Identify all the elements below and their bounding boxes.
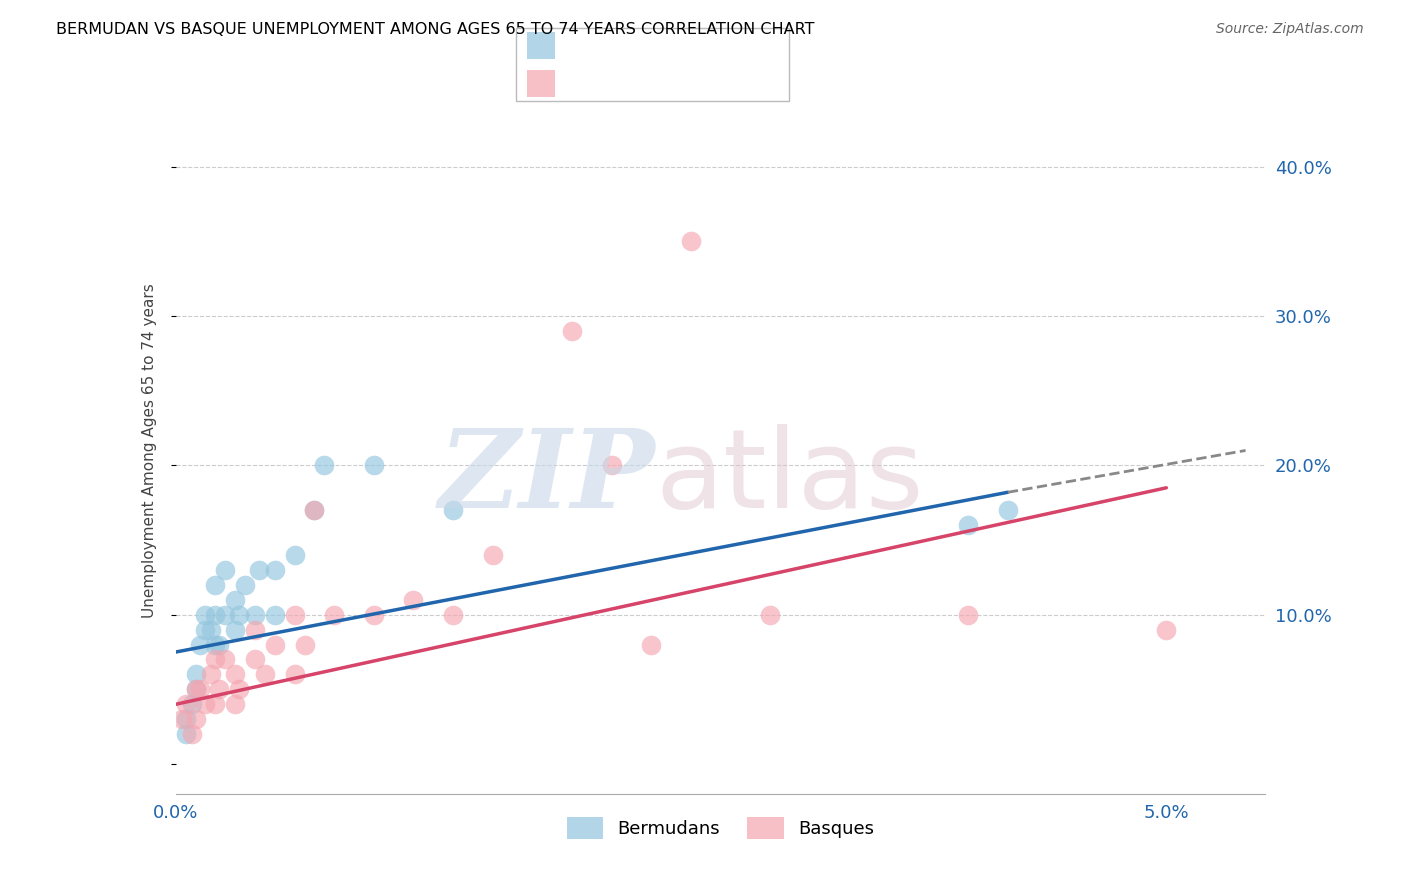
Point (204, 698, 226, 712)
Point (188, 638, 211, 652)
Text: atlas: atlas (655, 425, 924, 532)
Point (402, 592, 425, 607)
Point (214, 563, 236, 577)
Point (759, 607, 782, 622)
Point (561, 324, 583, 338)
FancyBboxPatch shape (516, 29, 789, 101)
Text: R =: R = (569, 36, 612, 54)
FancyBboxPatch shape (527, 70, 555, 96)
Point (363, 458, 385, 473)
Point (243, 623, 266, 637)
Point (224, 592, 246, 607)
Point (243, 652, 266, 666)
Point (294, 638, 316, 652)
Point (174, 727, 197, 741)
Point (323, 607, 346, 622)
Point (600, 458, 623, 473)
Point (957, 518, 980, 533)
Point (314, 458, 336, 473)
Point (441, 607, 464, 622)
Text: N =: N = (688, 73, 731, 93)
Point (441, 503, 464, 517)
Point (194, 607, 217, 622)
Point (957, 607, 980, 622)
Point (204, 578, 226, 592)
Point (204, 607, 226, 622)
Point (284, 548, 307, 562)
Legend: Bermudans, Basques: Bermudans, Basques (560, 810, 882, 847)
Point (228, 607, 250, 622)
Point (184, 682, 207, 697)
Point (200, 623, 222, 637)
Text: 35: 35 (730, 73, 755, 93)
Point (253, 667, 276, 681)
Point (679, 235, 702, 249)
Text: ZIP: ZIP (439, 425, 655, 532)
Point (284, 667, 307, 681)
Text: N =: N = (688, 36, 731, 54)
Point (233, 578, 256, 592)
Point (224, 667, 246, 681)
Text: 0.314: 0.314 (614, 36, 671, 54)
Point (174, 712, 197, 726)
Point (243, 607, 266, 622)
Point (194, 623, 217, 637)
Point (180, 727, 202, 741)
Point (263, 638, 285, 652)
Text: 0.369: 0.369 (614, 73, 671, 93)
FancyBboxPatch shape (527, 32, 555, 59)
Point (224, 698, 246, 712)
Point (304, 503, 326, 517)
Point (188, 682, 211, 697)
Point (284, 607, 307, 622)
Point (200, 667, 222, 681)
Point (304, 503, 326, 517)
Point (1156, 623, 1178, 637)
Point (640, 638, 662, 652)
Point (247, 563, 270, 577)
Point (174, 698, 197, 712)
Text: Source: ZipAtlas.com: Source: ZipAtlas.com (1216, 22, 1364, 37)
Point (184, 712, 207, 726)
Point (208, 682, 231, 697)
Point (214, 607, 236, 622)
Point (170, 712, 193, 726)
Point (208, 638, 231, 652)
Point (263, 607, 285, 622)
Point (363, 607, 385, 622)
Point (263, 563, 285, 577)
Point (184, 682, 207, 697)
Point (184, 667, 207, 681)
Text: BERMUDAN VS BASQUE UNEMPLOYMENT AMONG AGES 65 TO 74 YEARS CORRELATION CHART: BERMUDAN VS BASQUE UNEMPLOYMENT AMONG AG… (56, 22, 814, 37)
Point (224, 623, 246, 637)
Text: 30: 30 (730, 36, 755, 54)
Point (204, 638, 226, 652)
Point (214, 652, 236, 666)
Point (481, 548, 503, 562)
Point (194, 698, 217, 712)
Point (204, 652, 226, 666)
Point (997, 503, 1019, 517)
Text: R =: R = (569, 73, 612, 93)
Point (228, 682, 250, 697)
Y-axis label: Unemployment Among Ages 65 to 74 years: Unemployment Among Ages 65 to 74 years (142, 283, 157, 618)
Point (180, 698, 202, 712)
